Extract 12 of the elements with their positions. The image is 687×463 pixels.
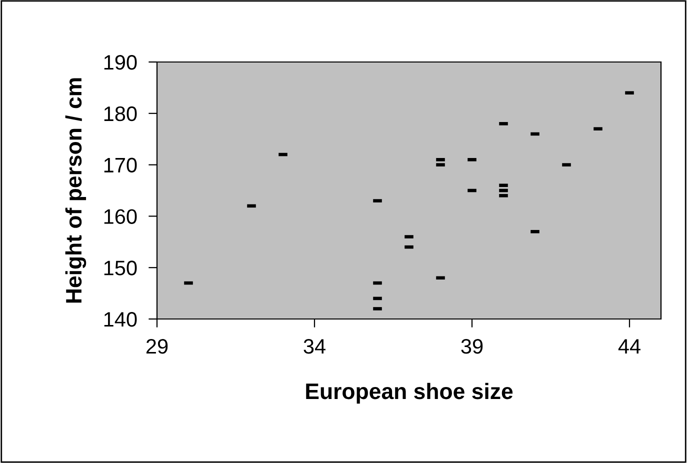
y-tick-label: 180 xyxy=(104,106,137,122)
x-tick-label: 44 xyxy=(618,339,640,354)
x-tick-label: 29 xyxy=(146,338,168,354)
y-axis-title: Height of person / cm xyxy=(65,78,86,303)
y-tick-label: 170 xyxy=(104,158,137,173)
x-tick-label: 39 xyxy=(461,338,483,354)
y-tick-label: 150 xyxy=(104,260,137,276)
y-tick-label: 160 xyxy=(104,209,137,224)
x-axis-title: European shoe size xyxy=(306,382,513,404)
y-tick-label: 140 xyxy=(104,312,137,327)
x-tick-label: 34 xyxy=(304,338,326,354)
y-tick-label: 190 xyxy=(104,55,137,70)
